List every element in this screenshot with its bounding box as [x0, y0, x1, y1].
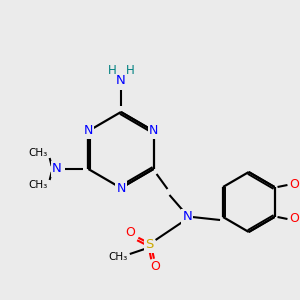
- Text: N: N: [182, 211, 192, 224]
- Text: CH₃: CH₃: [28, 148, 47, 158]
- Text: S: S: [146, 238, 154, 251]
- Text: N: N: [116, 182, 126, 194]
- Text: O: O: [290, 178, 299, 191]
- Text: N: N: [116, 74, 126, 86]
- Text: CH₃: CH₃: [28, 180, 47, 190]
- Text: N: N: [149, 124, 158, 137]
- Text: O: O: [290, 212, 299, 226]
- Text: H: H: [125, 64, 134, 76]
- Text: CH₃: CH₃: [108, 252, 128, 262]
- Text: O: O: [151, 260, 160, 274]
- Text: N: N: [84, 124, 93, 137]
- Text: H: H: [108, 64, 116, 76]
- Text: N: N: [52, 163, 61, 176]
- Text: O: O: [125, 226, 135, 239]
